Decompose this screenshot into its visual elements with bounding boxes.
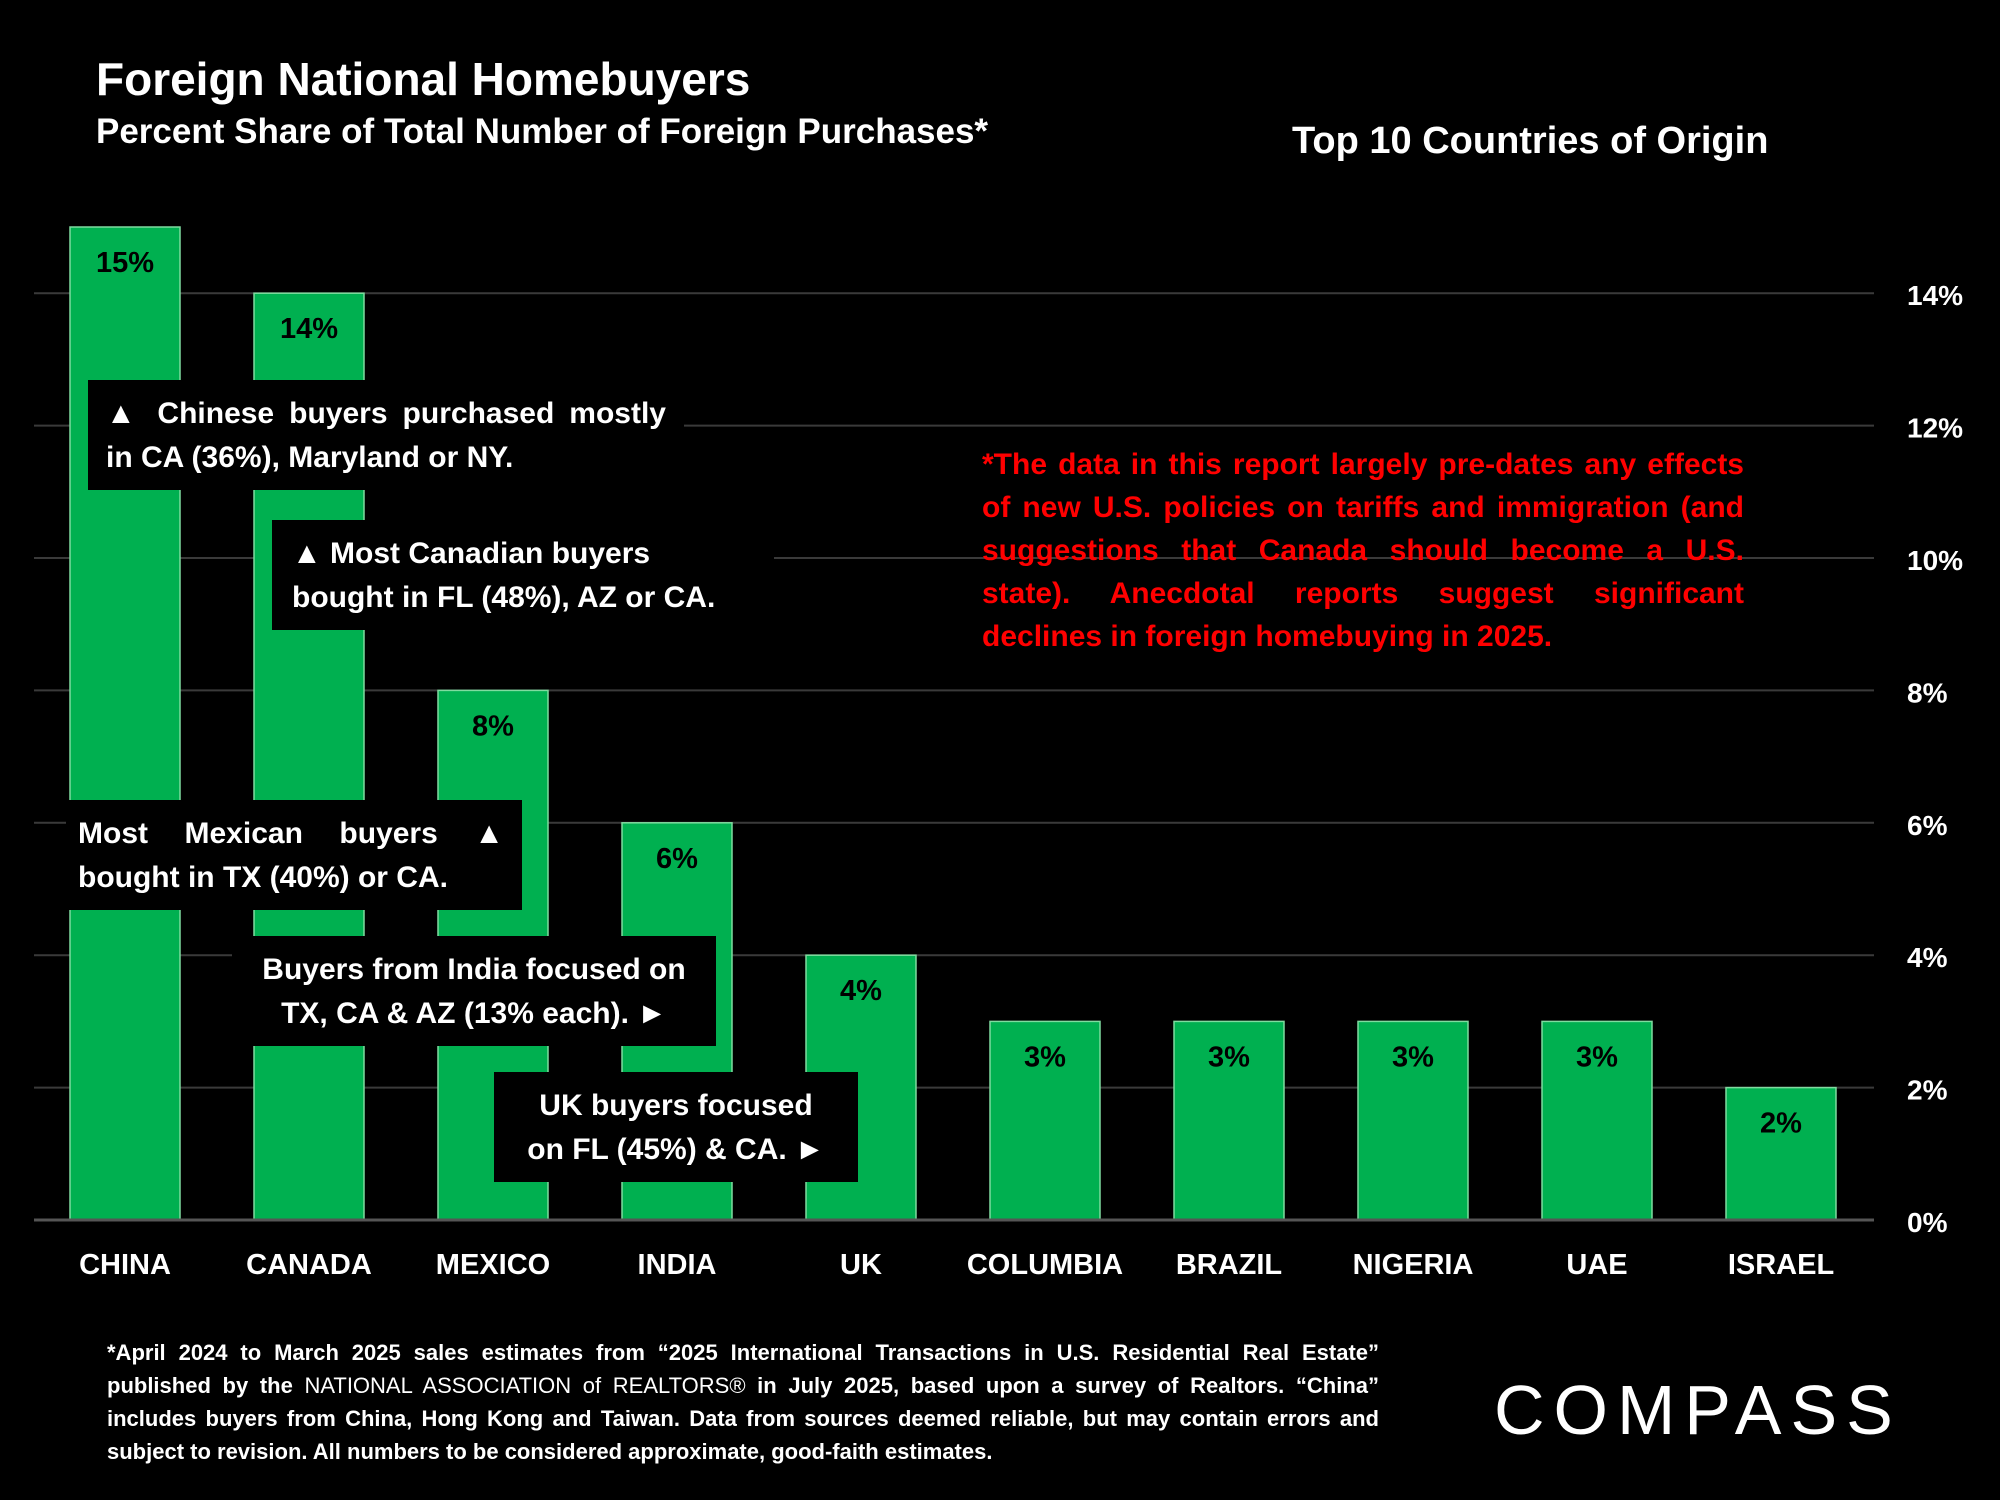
y-tick-label: 12% bbox=[1907, 413, 1963, 444]
y-tick-label: 8% bbox=[1907, 677, 1948, 708]
x-tick-label: CANADA bbox=[246, 1249, 372, 1281]
bar-value-label: 4% bbox=[840, 975, 882, 1007]
bar-value-label: 6% bbox=[656, 843, 698, 875]
callout-india-line-1: Buyers from India focused on bbox=[262, 953, 686, 986]
y-tick-label: 10% bbox=[1907, 545, 1963, 576]
x-tick-label: INDIA bbox=[638, 1249, 717, 1281]
x-tick-label: UK bbox=[840, 1249, 882, 1281]
callout-india-line-2: TX, CA & AZ (13% each). ► bbox=[281, 997, 667, 1030]
callout-china: ▲ Chinese buyers purchased mostly in CA … bbox=[88, 380, 684, 490]
callout-canada: ▲ Most Canadian buyers bought in FL (48%… bbox=[272, 520, 774, 630]
bar-value-labels: 15% 14% 8% 6% 4% 3% 3% 3% 3% 2% bbox=[96, 247, 1802, 1140]
bar-value-label: 3% bbox=[1208, 1041, 1250, 1073]
callout-mexico: Most Mexican buyers ▲ bought in TX (40%)… bbox=[66, 800, 522, 910]
callout-china-line-1: ▲ Chinese buyers purchased mostly bbox=[106, 397, 666, 430]
x-tick-label: MEXICO bbox=[436, 1249, 550, 1281]
bar-israel bbox=[1725, 1086, 1837, 1221]
x-tick-label: ISRAEL bbox=[1728, 1249, 1834, 1281]
callout-mexico-line-2: bought in TX (40%) or CA. bbox=[78, 861, 448, 894]
callout-china-line-2: in CA (36%), Maryland or NY. bbox=[106, 441, 514, 474]
chart-subtitle: Percent Share of Total Number of Foreign… bbox=[96, 112, 989, 151]
footnote-part-2: in July 2025, based upon a survey of Rea… bbox=[107, 1373, 1379, 1464]
callout-uk: UK buyers focused on FL (45%) & CA. ► bbox=[494, 1072, 858, 1182]
bar-chart: 15% 14% 8% 6% 4% 3% 3% 3% 3% 2% CHINA CANADA MEXICO… bbox=[34, 226, 1963, 1281]
callout-canada-line-1: ▲ Most Canadian buyers bbox=[292, 537, 651, 570]
bars bbox=[69, 226, 1837, 1221]
bar-value-label: 15% bbox=[96, 247, 154, 279]
bar-columbia bbox=[989, 1020, 1101, 1221]
y-tick-label: 2% bbox=[1907, 1075, 1948, 1106]
x-tick-label: NIGERIA bbox=[1353, 1249, 1474, 1281]
callout-uk-line-1: UK buyers focused bbox=[539, 1089, 813, 1122]
bar-value-label: 2% bbox=[1760, 1108, 1802, 1140]
x-tick-label: COLUMBIA bbox=[967, 1249, 1123, 1281]
footnote-part-1: *April 2024 to March 2025 sales estimate… bbox=[107, 1340, 1379, 1398]
bar-value-label: 14% bbox=[280, 313, 338, 345]
callout-uk-line-2: on FL (45%) & CA. ► bbox=[527, 1133, 825, 1166]
chart-title: Foreign National Homebuyers bbox=[96, 53, 751, 105]
callout-india: Buyers from India focused on TX, CA & AZ… bbox=[232, 936, 716, 1046]
x-tick-label: UAE bbox=[1566, 1249, 1627, 1281]
source-footnote: *April 2024 to March 2025 sales estimate… bbox=[107, 1336, 1379, 1468]
x-axis-labels: CHINA CANADA MEXICO INDIA UK COLUMBIA BRAZIL NI… bbox=[79, 1249, 1834, 1281]
y-tick-label: 0% bbox=[1907, 1207, 1948, 1238]
y-axis-labels: 0% 2% 4% 6% 8% 10% 12% 14% bbox=[1907, 280, 1963, 1238]
y-tick-label: 4% bbox=[1907, 942, 1948, 973]
y-tick-label: 14% bbox=[1907, 280, 1963, 311]
bar-value-label: 3% bbox=[1024, 1041, 1066, 1073]
footnote-nar: NATIONAL ASSOCIATION of REALTORS® bbox=[304, 1373, 746, 1398]
bar-value-label: 3% bbox=[1392, 1041, 1434, 1073]
bar-china bbox=[69, 226, 181, 1221]
bar-value-label: 8% bbox=[472, 710, 514, 742]
chart-right-title: Top 10 Countries of Origin bbox=[1292, 120, 1769, 162]
y-tick-label: 6% bbox=[1907, 810, 1948, 841]
x-tick-label: BRAZIL bbox=[1176, 1249, 1282, 1281]
bar-value-label: 3% bbox=[1576, 1041, 1618, 1073]
bar-uae bbox=[1541, 1020, 1653, 1221]
x-tick-label: CHINA bbox=[79, 1249, 171, 1281]
compass-logo: COMPASS bbox=[1494, 1371, 1902, 1449]
bar-brazil bbox=[1173, 1020, 1285, 1221]
policy-note: *The data in this report largely pre-dat… bbox=[982, 448, 1744, 653]
callout-mexico-line-1: Most Mexican buyers ▲ bbox=[78, 817, 504, 850]
callout-canada-line-2: bought in FL (48%), AZ or CA. bbox=[292, 581, 716, 614]
